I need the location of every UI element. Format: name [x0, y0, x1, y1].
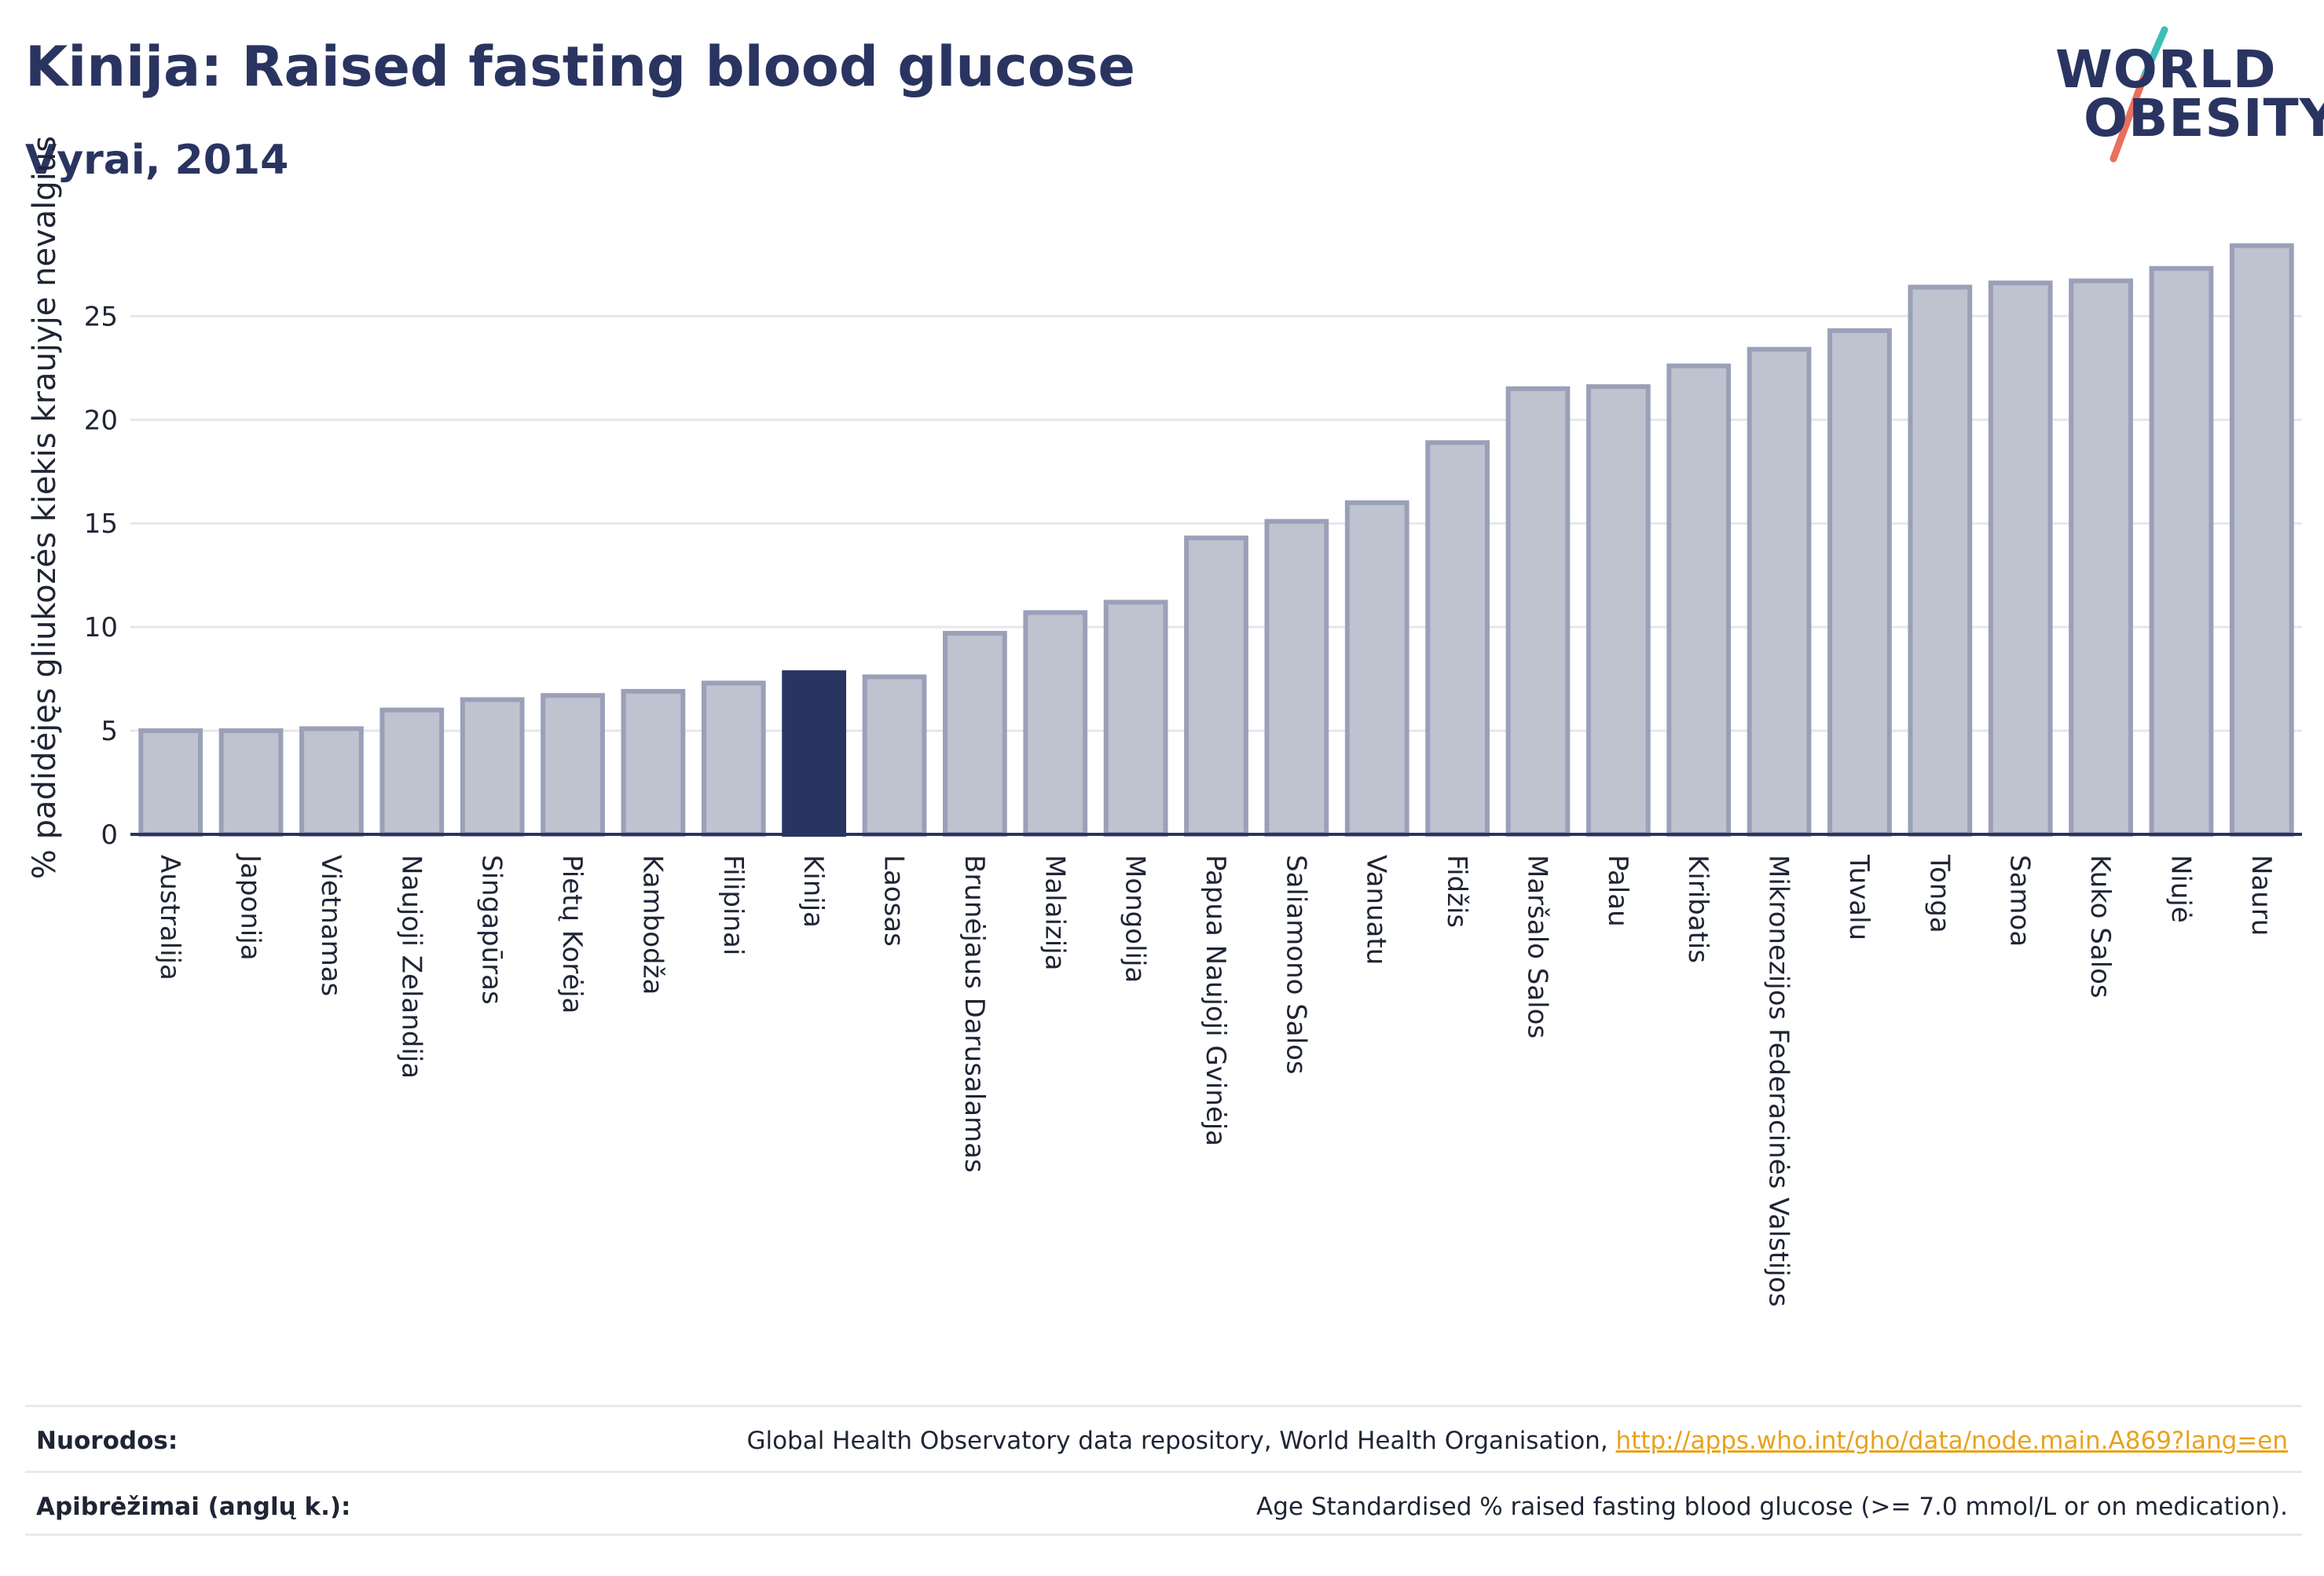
- x-tick-label: Malaizija: [1039, 855, 1070, 970]
- bar: [299, 726, 364, 837]
- bar: [2149, 266, 2214, 837]
- bar: [1908, 284, 1973, 837]
- logo-word-obesity: OBESITY: [2084, 88, 2324, 148]
- logo-slash-icon: [2110, 26, 2168, 163]
- bar: [1747, 346, 1812, 837]
- x-tick-label: Naujoji Zelandija: [395, 855, 427, 1079]
- bar: [460, 697, 525, 837]
- x-tick-label: Fidžis: [1441, 855, 1472, 928]
- x-tick-label: Singapūras: [476, 855, 508, 1005]
- y-tick-label: 25: [84, 301, 118, 332]
- bar: [1505, 386, 1571, 837]
- x-tick-label: Australija: [154, 855, 185, 980]
- y-axis-label: % padidėjęs gliukozės kiekis kraujyje ne…: [27, 136, 63, 879]
- sources-link[interactable]: http://apps.who.int/gho/data/node.main.A…: [1615, 1427, 2288, 1455]
- y-tick-label: 20: [84, 405, 118, 436]
- chart-subtitle: Vyrai, 2014: [25, 137, 289, 184]
- bar: [1585, 384, 1651, 837]
- bar: [1264, 519, 1329, 837]
- bar: [138, 728, 203, 837]
- x-tick-label: Vietnamas: [315, 855, 346, 996]
- x-tick-label: Japonija: [235, 853, 266, 961]
- bar: [541, 693, 605, 837]
- x-tick-label: Kuko Salos: [2084, 855, 2116, 999]
- sources-label: Nuorodos:: [36, 1427, 178, 1455]
- x-tick-label: Nauru: [2245, 855, 2277, 936]
- x-tick-label: Palau: [1602, 855, 1633, 927]
- y-tick-label: 15: [84, 508, 118, 540]
- footer-divider-bottom: [25, 1534, 2302, 1536]
- bar: [2229, 243, 2294, 837]
- bar: [379, 707, 445, 837]
- x-tick-label: Kambodža: [636, 855, 668, 995]
- x-tick-label: Mongolija: [1120, 855, 1151, 983]
- definitions-value: Age Standardised % raised fasting blood …: [1256, 1493, 2288, 1521]
- x-tick-label: Samoa: [2004, 855, 2036, 947]
- footer-divider-top: [25, 1405, 2302, 1407]
- x-tick-label: Papua Naujoji Gvinėja: [1200, 855, 1231, 1146]
- world-obesity-logo: WORLD OBESITY: [2051, 24, 2324, 165]
- x-tick-label: Saliamono Salos: [1280, 855, 1311, 1075]
- x-tick-label: Maršalo Salos: [1521, 855, 1552, 1039]
- sources-value: Global Health Observatory data repositor…: [746, 1427, 2288, 1455]
- bar: [943, 631, 1007, 837]
- x-tick-label: Mikronezijos Federacinės Valstijos: [1763, 855, 1794, 1307]
- y-tick-label: 0: [101, 819, 118, 851]
- x-tick-label: Pietų Korėja: [556, 855, 588, 1013]
- bar: [1827, 328, 1892, 837]
- bar-highlight: [782, 670, 847, 837]
- x-tick-label: Kiribatis: [1682, 855, 1714, 963]
- chart-title: Kinija: Raised fasting blood glucose: [25, 35, 1135, 99]
- x-tick-label: Vanuatu: [1361, 855, 1392, 965]
- x-tick-label: Brunėjaus Darusalamas: [959, 855, 990, 1173]
- bar: [1988, 280, 2053, 837]
- bar: [862, 674, 927, 837]
- bar: [1666, 363, 1732, 837]
- bar: [1425, 440, 1490, 837]
- bar: [1023, 610, 1088, 837]
- y-tick-label: 5: [101, 716, 118, 747]
- logo-word-world: WORLD: [2055, 39, 2277, 100]
- x-tick-label: Tuvalu: [1843, 854, 1875, 940]
- footer-divider-middle: [25, 1471, 2302, 1473]
- bar: [2069, 278, 2133, 837]
- x-tick-label: Laosas: [878, 855, 910, 947]
- bar-chart: 0 5 10 15 20 25 % padidėjęs gliukozės kiekis k…: [27, 136, 2302, 1307]
- x-tick-label: Tonga: [1923, 854, 1955, 933]
- bar: [701, 680, 766, 837]
- y-tick-label: 10: [84, 612, 118, 643]
- bar: [1344, 500, 1409, 837]
- bar: [218, 728, 284, 837]
- x-tick-label: Niujė: [2165, 855, 2196, 923]
- definitions-label: Apibrėžimai (anglų k.):: [36, 1493, 351, 1521]
- sources-text: Global Health Observatory data repositor…: [746, 1427, 1616, 1455]
- bar: [1103, 599, 1168, 837]
- x-tick-label: Kinija: [797, 855, 829, 928]
- bar: [621, 688, 686, 837]
- bar: [1184, 535, 1248, 837]
- x-tick-label: Filipinai: [717, 855, 749, 955]
